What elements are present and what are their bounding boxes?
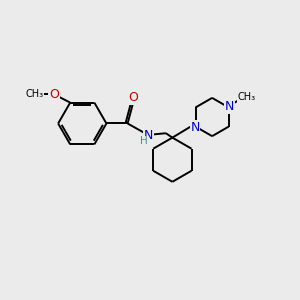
Text: CH₃: CH₃ bbox=[237, 92, 255, 102]
Text: O: O bbox=[49, 88, 59, 101]
Text: N: N bbox=[225, 100, 234, 113]
Text: H: H bbox=[140, 136, 147, 146]
Text: N: N bbox=[143, 129, 153, 142]
Text: CH₃: CH₃ bbox=[25, 89, 43, 99]
Text: N: N bbox=[190, 121, 200, 134]
Text: O: O bbox=[128, 91, 138, 104]
